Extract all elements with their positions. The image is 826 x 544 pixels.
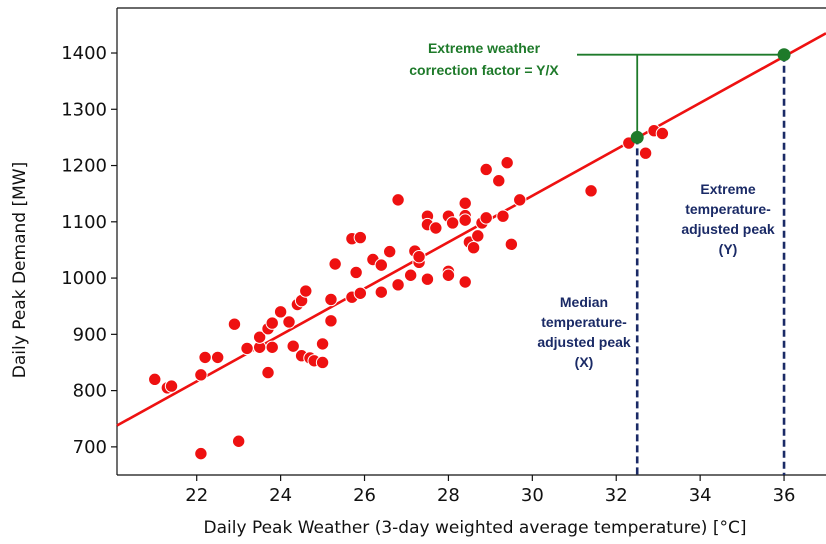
data-point bbox=[286, 339, 300, 353]
data-point bbox=[210, 350, 225, 365]
data-point bbox=[374, 258, 389, 272]
data-point bbox=[492, 174, 506, 188]
x-tick-label: 34 bbox=[689, 485, 712, 506]
data-point bbox=[282, 315, 296, 329]
data-point bbox=[194, 368, 208, 382]
regression-line-group bbox=[116, 32, 826, 427]
data-point bbox=[479, 162, 493, 177]
x-tick-label: 24 bbox=[269, 485, 292, 506]
extreme-peak-label-line2: temperature- bbox=[685, 201, 771, 217]
regression-line bbox=[116, 32, 826, 427]
median-marker bbox=[630, 130, 644, 144]
data-point bbox=[458, 213, 472, 227]
data-point bbox=[164, 379, 179, 393]
data-points bbox=[148, 123, 670, 461]
median-peak-label-line3: adjusted peak bbox=[537, 334, 631, 350]
y-tick-label: 1300 bbox=[61, 99, 107, 120]
correction-factor-label-line2: correction factor = Y/X bbox=[409, 62, 559, 78]
median-peak-label-line2: temperature- bbox=[541, 314, 627, 330]
data-point bbox=[227, 317, 242, 331]
data-point bbox=[500, 156, 514, 170]
data-point bbox=[198, 350, 212, 365]
data-point bbox=[261, 365, 275, 380]
data-point bbox=[252, 330, 267, 344]
data-point bbox=[324, 292, 338, 307]
data-point bbox=[349, 265, 363, 280]
data-point bbox=[324, 314, 338, 328]
data-point bbox=[315, 337, 330, 351]
y-tick-label: 700 bbox=[73, 437, 107, 458]
median-peak-label-line4: (X) bbox=[575, 354, 594, 370]
data-point bbox=[458, 275, 472, 289]
y-axis-label: Daily Peak Demand [MW] bbox=[10, 162, 30, 378]
data-point bbox=[374, 285, 389, 299]
correction-factor-label-line1: Extreme weather bbox=[428, 40, 541, 56]
data-point bbox=[466, 240, 481, 255]
extreme-peak-label-line3: adjusted peak bbox=[681, 221, 775, 237]
x-tick-label: 32 bbox=[605, 485, 628, 506]
data-point bbox=[458, 196, 472, 210]
axes: 700 800 900 1000 1100 1200 1300 1400 22 24 26 28 30 3… bbox=[61, 7, 826, 506]
x-tick-label: 30 bbox=[521, 485, 544, 506]
data-point bbox=[496, 209, 510, 223]
extreme-marker bbox=[777, 48, 791, 62]
y-tick-label: 1100 bbox=[61, 212, 107, 233]
highlight-markers bbox=[630, 48, 791, 144]
data-point bbox=[584, 184, 598, 198]
data-point bbox=[353, 286, 368, 300]
data-point bbox=[420, 272, 435, 286]
y-tick-label: 1200 bbox=[61, 156, 107, 177]
median-peak-label-line1: Median bbox=[560, 294, 608, 310]
data-point bbox=[403, 268, 418, 282]
y-tick-label: 1400 bbox=[61, 43, 107, 64]
x-tick-label: 36 bbox=[773, 485, 796, 506]
data-point bbox=[148, 372, 162, 387]
x-axis-label: Daily Peak Weather (3-day weighted avera… bbox=[204, 518, 747, 538]
data-point bbox=[328, 257, 342, 271]
data-point bbox=[382, 244, 397, 259]
x-tick-label: 26 bbox=[353, 485, 376, 506]
extreme-peak-label-line4: (Y) bbox=[719, 241, 738, 257]
data-point bbox=[429, 221, 443, 235]
data-point bbox=[412, 249, 426, 264]
guide-lines bbox=[577, 53, 786, 475]
x-tick-label: 22 bbox=[185, 485, 208, 506]
data-point bbox=[391, 193, 405, 207]
x-tick-label: 28 bbox=[437, 485, 460, 506]
data-point bbox=[315, 355, 330, 370]
data-point bbox=[391, 278, 405, 292]
data-point bbox=[513, 193, 527, 207]
data-point bbox=[265, 340, 279, 354]
data-point bbox=[353, 230, 368, 245]
data-point bbox=[445, 216, 460, 230]
data-point bbox=[299, 284, 313, 298]
data-point bbox=[194, 446, 208, 461]
y-tick-label: 900 bbox=[73, 324, 107, 345]
data-point bbox=[479, 211, 493, 225]
y-tick-label: 800 bbox=[73, 381, 107, 402]
extreme-peak-label-line1: Extreme bbox=[700, 181, 755, 197]
data-point bbox=[240, 341, 254, 356]
data-point bbox=[471, 229, 485, 243]
data-point bbox=[504, 237, 519, 252]
data-point bbox=[638, 146, 653, 160]
y-tick-label: 1000 bbox=[61, 268, 107, 289]
data-point bbox=[655, 126, 670, 141]
data-point bbox=[441, 268, 456, 282]
data-point bbox=[265, 316, 279, 330]
data-point bbox=[231, 434, 246, 448]
data-point bbox=[273, 305, 288, 319]
